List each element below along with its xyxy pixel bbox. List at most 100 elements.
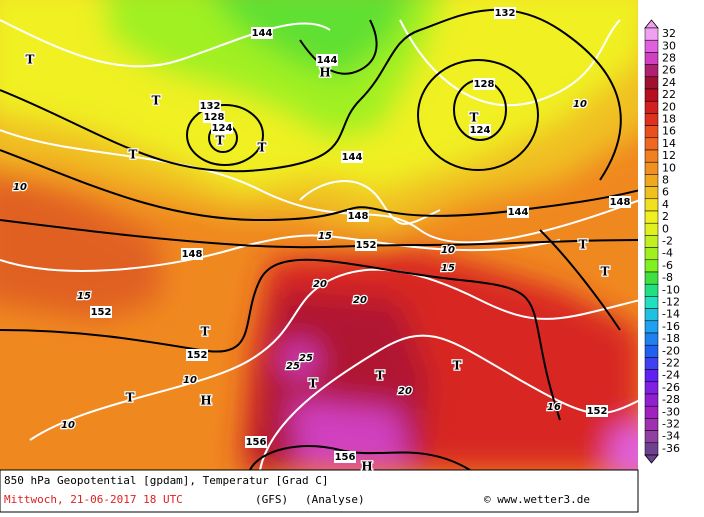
scale-swatch	[644, 296, 659, 309]
geopotential-label-bg	[316, 54, 338, 66]
geopotential-label: 156	[335, 452, 356, 463]
geopotential-label-bg	[473, 78, 495, 90]
scale-swatch	[644, 222, 659, 236]
temperature-label: 15	[318, 231, 332, 242]
geopotential-label: 152	[91, 307, 112, 318]
scale-label: -36	[662, 442, 680, 455]
geopotential-label-bg	[334, 451, 356, 463]
geopotential-label: 124	[212, 123, 233, 134]
geopotential-label-bg	[507, 206, 529, 218]
geopotential-label: 148	[610, 197, 631, 208]
color-scale: 32302826242220181614121086420-2-4-6-8-10…	[644, 19, 680, 464]
scale-swatch	[644, 283, 659, 297]
scale-label: 2	[662, 210, 669, 223]
geopotential-label-bg	[251, 27, 273, 39]
temperature-label: 20	[398, 386, 412, 397]
valid-date: Mittwoch, 21-06-2017 18 UTC	[4, 493, 183, 506]
geopotential-label-bg	[609, 196, 631, 208]
scale-label: 24	[662, 76, 676, 89]
scale-label: -22	[662, 357, 680, 370]
geopotential-label: 132	[495, 8, 516, 19]
scale-swatch	[644, 174, 659, 187]
scale-swatch	[644, 39, 659, 53]
pressure-center: H	[361, 460, 372, 474]
temperature-label: 15	[441, 263, 455, 274]
scale-swatch	[644, 259, 659, 273]
pressure-center: H	[200, 394, 211, 408]
geopotential-label-bg	[199, 100, 221, 112]
run-type: (Analyse)	[305, 493, 365, 506]
scale-swatch	[644, 247, 659, 261]
scale-swatch	[644, 113, 659, 126]
scale-label: -24	[662, 369, 680, 382]
copyright: © www.wetter3.de	[484, 493, 590, 506]
geopotential-label: 148	[182, 249, 203, 260]
temperature-label: 25	[299, 353, 313, 364]
geopotential-label-bg	[586, 405, 608, 417]
temperature-label: 20	[353, 295, 367, 306]
geopotential-label: 128	[474, 79, 495, 90]
geopotential-label: 128	[204, 112, 225, 123]
temperature-label: 20	[313, 279, 327, 290]
scale-swatch	[644, 369, 659, 383]
map-area	[0, 0, 638, 470]
scale-swatch	[644, 357, 659, 370]
geopotential-label: 144	[342, 152, 363, 163]
temperature-label: 16	[547, 402, 561, 413]
pressure-center: H	[319, 66, 330, 80]
scale-label: -32	[662, 418, 680, 431]
footer-box	[0, 469, 639, 513]
scale-swatch	[644, 344, 659, 358]
pressure-center: T	[258, 141, 267, 155]
pressure-center: T	[216, 134, 225, 148]
geopotential-label: 144	[508, 207, 529, 218]
scale-label: 14	[662, 137, 676, 150]
geopotential-label: 144	[252, 28, 273, 39]
scale-swatch	[644, 100, 659, 114]
scale-swatch	[644, 430, 659, 444]
geopotential-label: 152	[356, 240, 377, 251]
scale-swatch	[644, 210, 659, 224]
scale-swatch	[644, 332, 659, 346]
scale-label: -20	[662, 344, 680, 357]
pressure-center: T	[126, 391, 135, 405]
scale-label: -2	[662, 235, 673, 248]
temperature-label: 15	[77, 291, 91, 302]
geopotential-label: 132	[200, 101, 221, 112]
scale-label: -6	[662, 259, 673, 272]
pressure-center: T	[26, 53, 35, 67]
scale-swatch	[644, 381, 659, 395]
scale-swatch	[644, 393, 659, 407]
geopotential-label-bg	[211, 122, 233, 134]
scale-label: 28	[662, 52, 676, 65]
scale-swatch	[644, 271, 659, 285]
temperature-label: 10	[61, 420, 75, 431]
temperature-label: 10	[183, 375, 197, 386]
geopotential-label: 148	[348, 211, 369, 222]
temperature-label: 10	[13, 182, 27, 193]
scale-label: 4	[662, 198, 669, 211]
scale-label: -16	[662, 320, 680, 333]
geopotential-label: 144	[317, 55, 338, 66]
scale-label: -12	[662, 296, 680, 309]
geopotential-label-bg	[90, 306, 112, 318]
scale-swatch	[644, 27, 659, 41]
temperature-label: 10	[441, 245, 455, 256]
scale-arrow-top	[644, 19, 659, 29]
scale-label: -26	[662, 381, 680, 394]
scale-swatch	[644, 76, 659, 90]
scale-label: 20	[662, 100, 676, 113]
geopotential-label-bg	[494, 7, 516, 19]
scale-swatch	[644, 320, 659, 334]
temperature-label: 25	[286, 361, 300, 372]
pressure-center: T	[129, 148, 138, 162]
scale-label: 0	[662, 222, 669, 235]
scale-label: 26	[662, 64, 676, 77]
scale-swatch	[644, 235, 659, 248]
scale-swatch	[644, 186, 659, 200]
scale-label: 8	[662, 174, 669, 187]
scale-label: 10	[662, 161, 676, 174]
pressure-center: T	[470, 111, 479, 125]
scale-label: -4	[662, 247, 673, 260]
